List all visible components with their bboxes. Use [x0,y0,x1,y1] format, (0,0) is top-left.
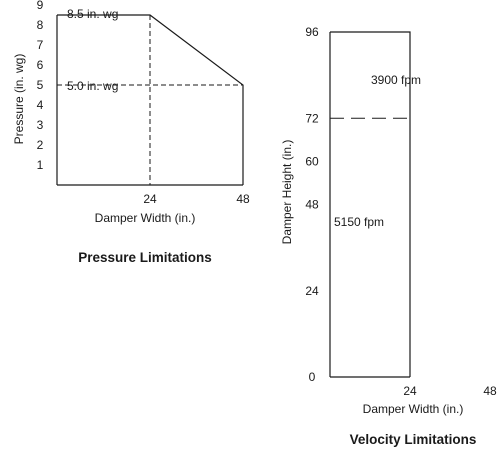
velocity-chart-lines [329,31,411,378]
pressure-y-tick-label: 8 [37,18,44,32]
velocity-x-tick-label: 48 [483,384,497,398]
pressure-x-tick-label: 24 [143,192,157,206]
velocity-y-tick-label: 60 [305,154,319,168]
velocity-chart-title: Velocity Limitations [350,432,477,447]
velocity-y-tick-label: 24 [305,284,319,298]
pressure-y-ticks: 1 2 3 4 5 6 7 8 9 [37,0,44,172]
velocity-x-axis-title: Damper Width (in.) [363,402,464,416]
pressure-y-axis-title: Pressure (in. wg) [12,54,26,145]
pressure-y-tick-label: 3 [37,118,44,132]
velocity-region-label-3900: 3900 fpm [371,73,421,87]
velocity-y-tick-label: 0 [309,370,316,384]
pressure-y-tick-label: 4 [37,98,44,112]
pressure-y-tick-label: 9 [37,0,44,12]
velocity-y-tick-label: 96 [305,25,319,39]
pressure-y-tick-label: 5 [37,78,44,92]
pressure-y-tick-label: 1 [37,158,44,172]
velocity-y-ticks: 0 24 48 60 72 96 [305,25,319,384]
pressure-reference-label-5: 5.0 in. wg [67,79,118,93]
pressure-y-tick-label: 2 [37,138,44,152]
velocity-limit-boundary [330,31,411,377]
pressure-annotation-85: 8.5 in. wg [67,7,118,21]
pressure-y-tick-label: 6 [37,58,44,72]
velocity-chart: 0 24 48 60 72 96 24 48 3900 fpm 5150 fpm Dampe… [280,25,497,447]
velocity-x-ticks: 24 48 [403,384,497,398]
pressure-x-axis-title: Damper Width (in.) [95,211,196,225]
pressure-chart-lines [56,14,244,186]
velocity-region-label-5150: 5150 fpm [334,215,384,229]
velocity-y-tick-label: 72 [305,111,319,125]
pressure-chart-title: Pressure Limitations [78,250,212,265]
pressure-x-tick-label: 48 [236,192,250,206]
pressure-limit-boundary [57,14,244,185]
pressure-y-tick-label: 7 [37,38,44,52]
velocity-y-axis-title: Damper Height (in.) [280,140,294,245]
velocity-x-tick-label: 24 [403,384,417,398]
pressure-chart: 1 2 3 4 5 6 7 8 9 24 48 8.5 in. wg 5.0 in. wg Dam… [12,0,250,265]
velocity-y-tick-label: 48 [305,198,319,212]
pressure-x-ticks: 24 48 [143,192,250,206]
